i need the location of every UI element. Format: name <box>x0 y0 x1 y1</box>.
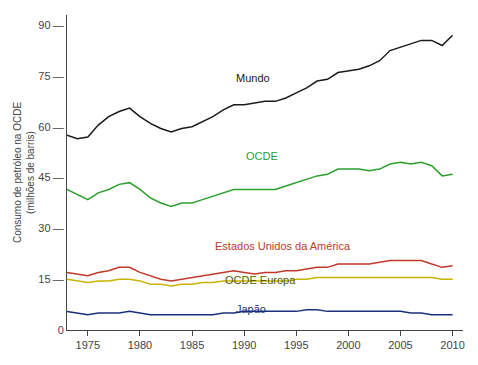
svg-text:1980: 1980 <box>128 339 152 351</box>
svg-text:1985: 1985 <box>180 339 204 351</box>
svg-text:45 —: 45 — <box>38 171 63 183</box>
svg-text:1995: 1995 <box>284 339 308 351</box>
svg-text:2005: 2005 <box>388 339 412 351</box>
svg-text:OCDE Europa: OCDE Europa <box>225 274 296 286</box>
svg-text:2010: 2010 <box>440 339 464 351</box>
svg-text:1975: 1975 <box>76 339 100 351</box>
svg-text:Estados Unidos da América: Estados Unidos da América <box>215 240 351 252</box>
svg-text:90 —: 90 — <box>38 19 63 31</box>
svg-text:0: 0 <box>58 324 64 336</box>
svg-text:OCDE: OCDE <box>246 150 278 162</box>
svg-text:30 —: 30 — <box>38 222 63 234</box>
svg-text:60 —: 60 — <box>38 121 63 133</box>
svg-text:15 —: 15 — <box>38 273 63 285</box>
svg-text:1990: 1990 <box>232 339 256 351</box>
svg-text:Consumo de petróleo na OCDE(mi: Consumo de petróleo na OCDE(milhões de b… <box>12 102 36 244</box>
svg-text:Japão: Japão <box>236 303 266 315</box>
svg-text:Mundo: Mundo <box>236 72 270 84</box>
svg-text:75 —: 75 — <box>38 70 63 82</box>
svg-text:2000: 2000 <box>336 339 360 351</box>
